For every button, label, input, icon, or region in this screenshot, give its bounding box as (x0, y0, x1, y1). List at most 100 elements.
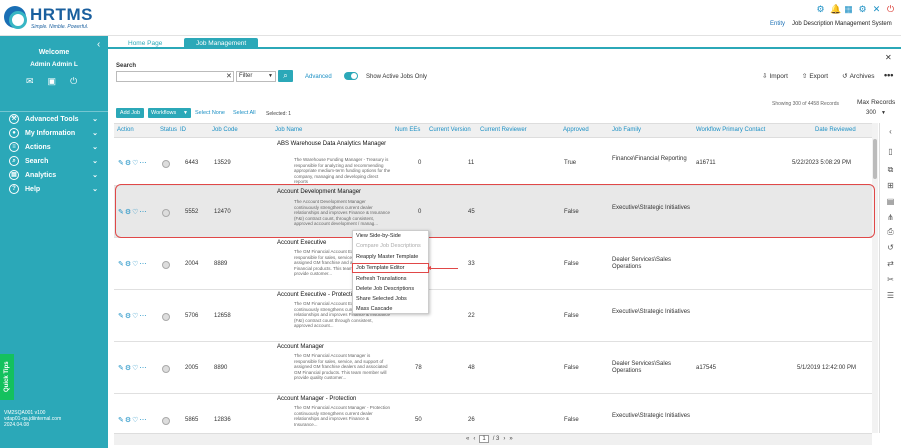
table-row[interactable]: ✎⚙♡⋯ 5865 12836 Account Manager - Protec… (114, 394, 872, 433)
gear-icon[interactable]: ⚙ (124, 417, 133, 424)
org-chart-icon[interactable]: ⊞ (887, 181, 894, 190)
prev-page-icon[interactable]: ‹ (473, 436, 476, 442)
hrtms-logo[interactable]: HRTMS Simple. Nimble. Powerful. (4, 4, 94, 32)
power-icon[interactable]: ⏻ (70, 76, 78, 86)
cell-job-name[interactable]: Account Manager (277, 344, 325, 350)
sidebar-item-actions[interactable]: ≡ Actions ⌄ (0, 140, 108, 154)
heart-icon[interactable]: ♡ (132, 209, 140, 216)
cell-job-name[interactable]: Account Development Manager (277, 189, 362, 195)
col-action[interactable]: Action (117, 127, 134, 133)
more-icon[interactable]: ⋯ (139, 160, 148, 167)
gear-icon[interactable]: ⚙ (816, 4, 825, 14)
table-row[interactable]: ✎⚙♡⋯ 5706 12658 Account Executive - Prot… (114, 290, 872, 342)
edit-icon[interactable]: ✎ (118, 160, 125, 167)
table-row[interactable]: ✎⚙♡⋯ 2004 8889 Account Executive The GM … (114, 238, 872, 290)
hierarchy-icon[interactable]: ⋔ (887, 213, 894, 222)
menu-item-mass-cascade[interactable]: Mass Cascade (356, 306, 393, 312)
clear-search-icon[interactable]: ✕ (226, 73, 232, 80)
edit-icon[interactable]: ✎ (118, 417, 125, 424)
export-button[interactable]: ⇧ Export (802, 72, 828, 80)
table-row[interactable]: ✎⚙♡⋯ 2005 8890 Account Manager The GM Fi… (114, 342, 872, 394)
cell-job-name[interactable]: Account Manager - Protection (277, 396, 357, 402)
search-button[interactable]: ⌕ (278, 70, 293, 82)
table-row[interactable]: ✎⚙♡⋯ 6443 13529 ABS Warehouse Data Analy… (114, 138, 872, 186)
logout-icon[interactable]: ⏻ (886, 4, 895, 14)
heart-icon[interactable]: ♡ (132, 160, 140, 167)
grid-icon[interactable]: ▦ (844, 4, 853, 14)
transfer-icon[interactable]: ⇄ (887, 259, 894, 268)
more-options-icon[interactable]: ••• (884, 70, 894, 80)
heart-icon[interactable]: ♡ (132, 417, 140, 424)
gear-icon[interactable]: ⚙ (124, 313, 133, 320)
tools-icon[interactable]: ✕ (872, 4, 881, 14)
col-approved[interactable]: Approved (563, 127, 589, 133)
sidebar-item-my-information[interactable]: ● My Information ⌄ (0, 126, 108, 140)
sidebar-collapse-icon[interactable]: ‹ (97, 39, 101, 50)
edit-icon[interactable]: ✎ (118, 365, 125, 372)
cell-job-name[interactable]: ABS Warehouse Data Analytics Manager (277, 141, 387, 147)
gear-icon[interactable]: ⚙ (124, 261, 133, 268)
gear-icon[interactable]: ⚙ (124, 209, 133, 216)
col-current-reviewer[interactable]: Current Reviewer (480, 127, 527, 133)
cell-job-name[interactable]: Account Executive (277, 240, 327, 246)
select-all-link[interactable]: Select All (233, 110, 256, 116)
col-date-reviewed[interactable]: Date Reviewed (815, 127, 856, 133)
history-icon[interactable]: ↺ (887, 243, 894, 252)
tab-home-page[interactable]: Home Page (128, 40, 163, 47)
heart-icon[interactable]: ♡ (132, 261, 140, 268)
layers-icon[interactable]: ▤ (886, 197, 895, 206)
menu-item-view-side-by-side[interactable]: View Side-by-Side (356, 233, 401, 239)
heart-icon[interactable]: ♡ (132, 365, 140, 372)
gear-icon[interactable]: ⚙ (124, 365, 133, 372)
sidebar-item-analytics[interactable]: ▤ Analytics ⌄ (0, 168, 108, 182)
sidebar-item-help[interactable]: ? Help ⌄ (0, 182, 108, 196)
table-scrollbar[interactable] (872, 123, 878, 433)
next-page-icon[interactable]: › (503, 436, 506, 442)
table-row-selected[interactable]: ✎⚙♡⋯ 5552 12470 Account Development Mana… (114, 186, 872, 238)
more-icon[interactable]: ⋯ (139, 365, 148, 372)
gear-icon[interactable]: ⚙ (124, 160, 133, 167)
document-icon[interactable]: ▯ (888, 147, 893, 156)
more-icon[interactable]: ⋯ (139, 261, 148, 268)
first-page-icon[interactable]: « (466, 436, 470, 442)
edit-icon[interactable]: ✎ (118, 261, 125, 268)
col-id[interactable]: ID (180, 127, 186, 133)
advanced-search-link[interactable]: Advanced (305, 74, 332, 80)
scrollbar-thumb[interactable] (873, 139, 877, 179)
menu-item-refresh-translations[interactable]: Refresh Translations (356, 276, 407, 282)
active-jobs-toggle[interactable] (344, 72, 358, 80)
col-status[interactable]: Status (160, 127, 178, 133)
sidebar-item-advanced-tools[interactable]: ⚒ Advanced Tools ⌄ (0, 112, 108, 126)
more-icon[interactable]: ⋯ (139, 417, 148, 424)
filter-select[interactable]: Filter ▼ (236, 71, 276, 82)
mail-icon[interactable]: ✉ (26, 76, 34, 86)
quick-tips-tab[interactable]: Quick Tips (0, 354, 14, 400)
cell-job-name[interactable]: Account Executive - Protection (277, 292, 359, 298)
compare-icon[interactable]: ⧉ (887, 165, 894, 174)
col-job-code[interactable]: Job Code (212, 127, 238, 133)
add-job-button[interactable]: Add Job (116, 108, 144, 118)
chevron-left-icon[interactable]: ‹ (889, 127, 892, 136)
edit-icon[interactable]: ✎ (118, 209, 125, 216)
col-workflow-contact[interactable]: Workflow Primary Contact (696, 127, 766, 133)
entity-link[interactable]: Entity (770, 21, 786, 27)
menu-item-share-selected-jobs[interactable]: Share Selected Jobs (356, 296, 407, 302)
col-job-family[interactable]: Job Family (612, 127, 642, 133)
bell-icon[interactable]: 🔔 (830, 4, 842, 14)
last-page-icon[interactable]: » (509, 436, 513, 442)
max-records-select[interactable]: 300 ▼ (866, 110, 886, 116)
cut-icon[interactable]: ✂ (887, 275, 894, 284)
select-none-link[interactable]: Select None (195, 110, 225, 116)
col-current-version[interactable]: Current Version (429, 127, 471, 133)
import-button[interactable]: ⇩ Import (762, 72, 788, 80)
more-icon[interactable]: ⋯ (139, 209, 148, 216)
heart-icon[interactable]: ♡ (132, 313, 140, 320)
menu-item-reapply-master-template[interactable]: Reapply Master Template (356, 254, 419, 260)
menu-item-job-template-editor[interactable]: Job Template Editor (356, 265, 405, 271)
user-card-icon[interactable]: ▣ (47, 76, 57, 86)
print-icon[interactable]: ⎙ (887, 227, 894, 236)
col-num-ees[interactable]: Num EEs (395, 127, 421, 133)
list-icon[interactable]: ☰ (886, 291, 895, 300)
menu-item-delete-job-descriptions[interactable]: Delete Job Descriptions (356, 286, 415, 292)
tab-job-management[interactable]: Job Management (184, 38, 259, 49)
